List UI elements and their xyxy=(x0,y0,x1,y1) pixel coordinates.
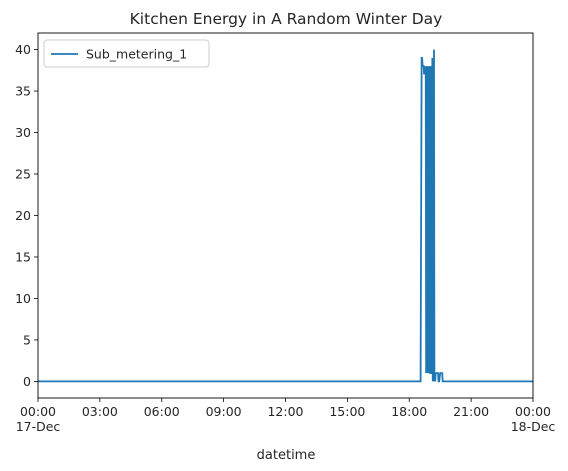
legend-box xyxy=(43,39,210,68)
x-tick-label: 06:00 xyxy=(144,404,180,419)
x-tick-label: 00:00 xyxy=(515,404,551,419)
x-tick-label: 00:00 xyxy=(20,404,56,419)
y-tick-label: 15 xyxy=(15,249,31,264)
legend: Sub_metering_1 xyxy=(43,39,210,68)
y-tick-label: 10 xyxy=(15,291,31,306)
plot-frame xyxy=(37,32,534,399)
x-tick-label: 03:00 xyxy=(82,404,118,419)
y-tick-label: 0 xyxy=(23,374,31,389)
y-tick-label: 5 xyxy=(23,332,31,347)
series-line-0 xyxy=(38,49,533,383)
x-tick-label: 09:00 xyxy=(206,404,242,419)
x-axis-title: datetime xyxy=(257,448,316,463)
y-tick-label: 35 xyxy=(15,84,31,99)
y-axis: 0 5 10 15 20 25 30 35 40 xyxy=(15,42,38,389)
x-tick-label: 21:00 xyxy=(453,404,489,419)
y-tick-label: 40 xyxy=(15,42,31,57)
y-tick-label: 30 xyxy=(15,125,31,140)
x-tick-label: 18:00 xyxy=(391,404,427,419)
legend-label: Sub_metering_1 xyxy=(86,47,187,62)
chart-title: Kitchen Energy in A Random Winter Day xyxy=(130,10,443,28)
plot-area xyxy=(38,49,533,383)
x-tick-date-label: 18-Dec xyxy=(511,419,556,434)
x-tick-label: 12:00 xyxy=(267,404,303,419)
x-tick-label: 15:00 xyxy=(329,404,365,419)
y-tick-label: 20 xyxy=(15,208,31,223)
x-tick-date-label: 17-Dec xyxy=(16,419,61,434)
y-tick-label: 25 xyxy=(15,167,31,182)
